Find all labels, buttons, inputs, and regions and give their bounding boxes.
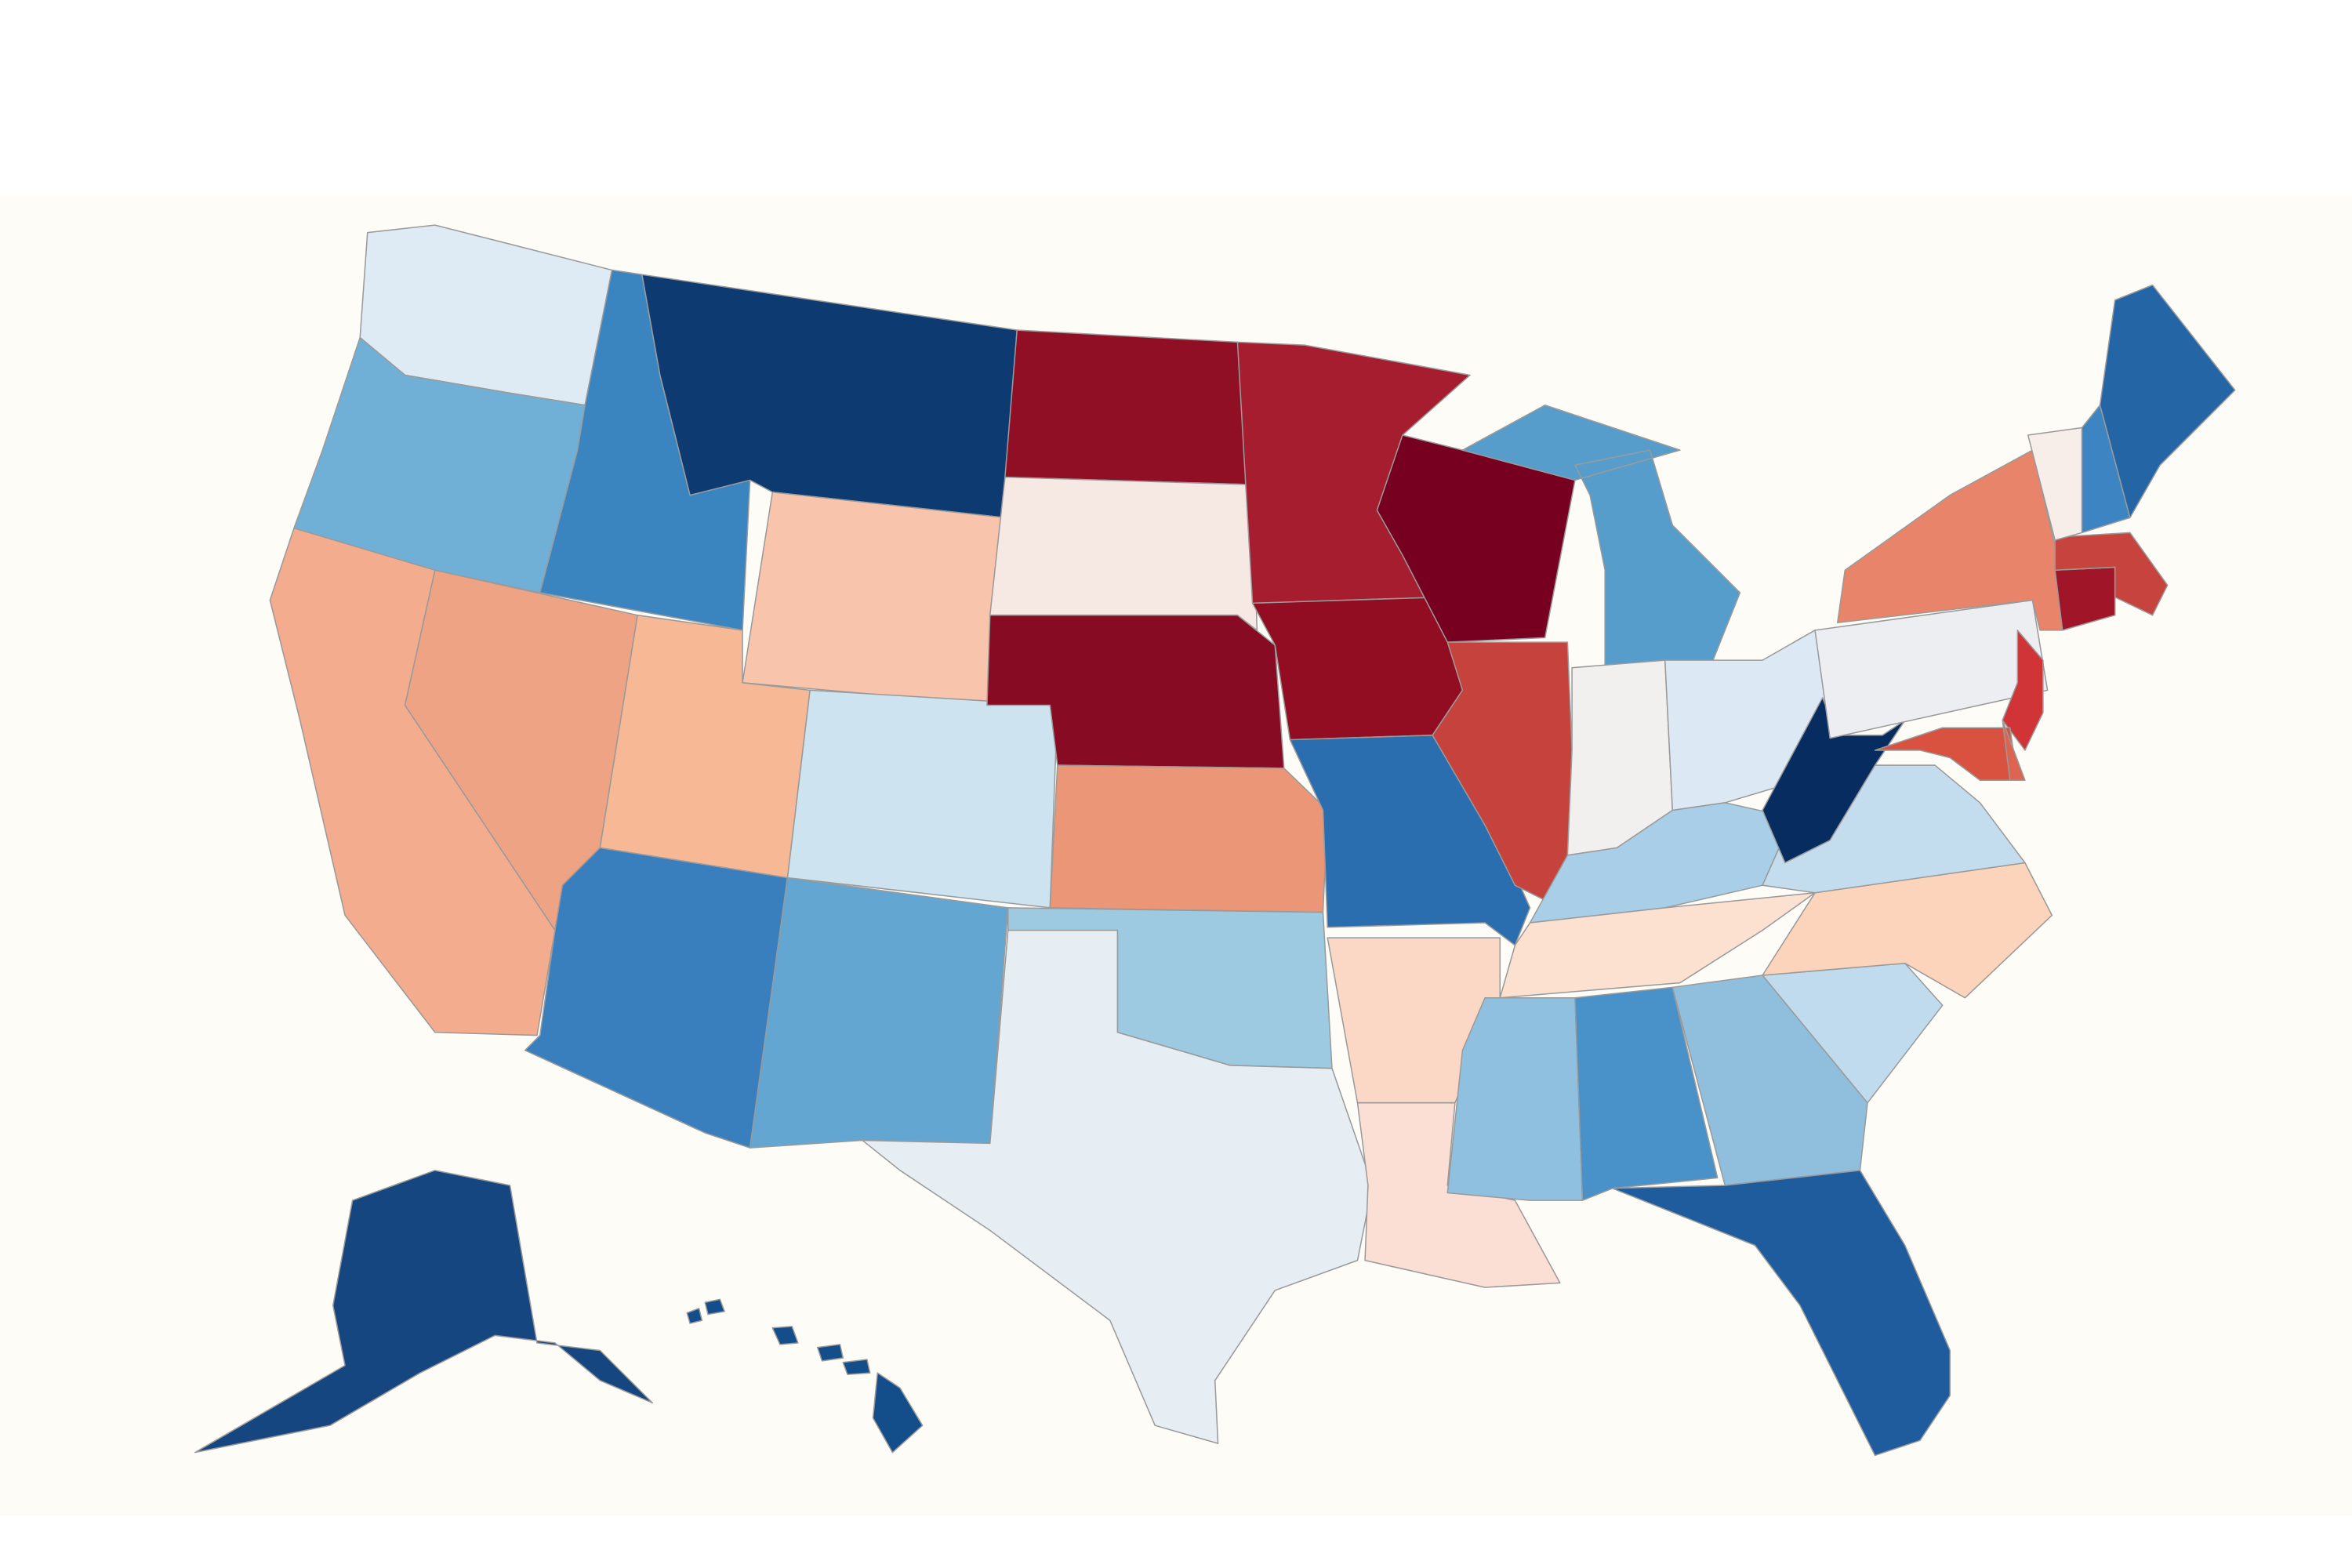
state-region [1671, 975, 1868, 1186]
state-region [1814, 599, 2049, 739]
state-region [1049, 764, 1329, 913]
state-region [686, 1298, 924, 1454]
state-region [1874, 727, 2019, 781]
state-region [749, 877, 1009, 1149]
state-region [1356, 1102, 1561, 1288]
state-region [194, 1170, 654, 1454]
state-region [1762, 697, 1906, 864]
state-region [1574, 986, 1719, 1201]
state-region [1004, 329, 1254, 485]
state-region [1611, 1170, 1951, 1457]
state-region [2002, 719, 2026, 781]
state-region [2099, 284, 2236, 519]
state-region [989, 476, 1258, 631]
state-region [1432, 641, 1573, 902]
state-region [742, 491, 1006, 706]
state-region [786, 689, 1058, 909]
state-region [2002, 630, 2044, 751]
state-region [862, 929, 1374, 1444]
state-region [2054, 532, 2169, 616]
state-region [524, 847, 789, 1149]
state-region [1499, 891, 1816, 999]
